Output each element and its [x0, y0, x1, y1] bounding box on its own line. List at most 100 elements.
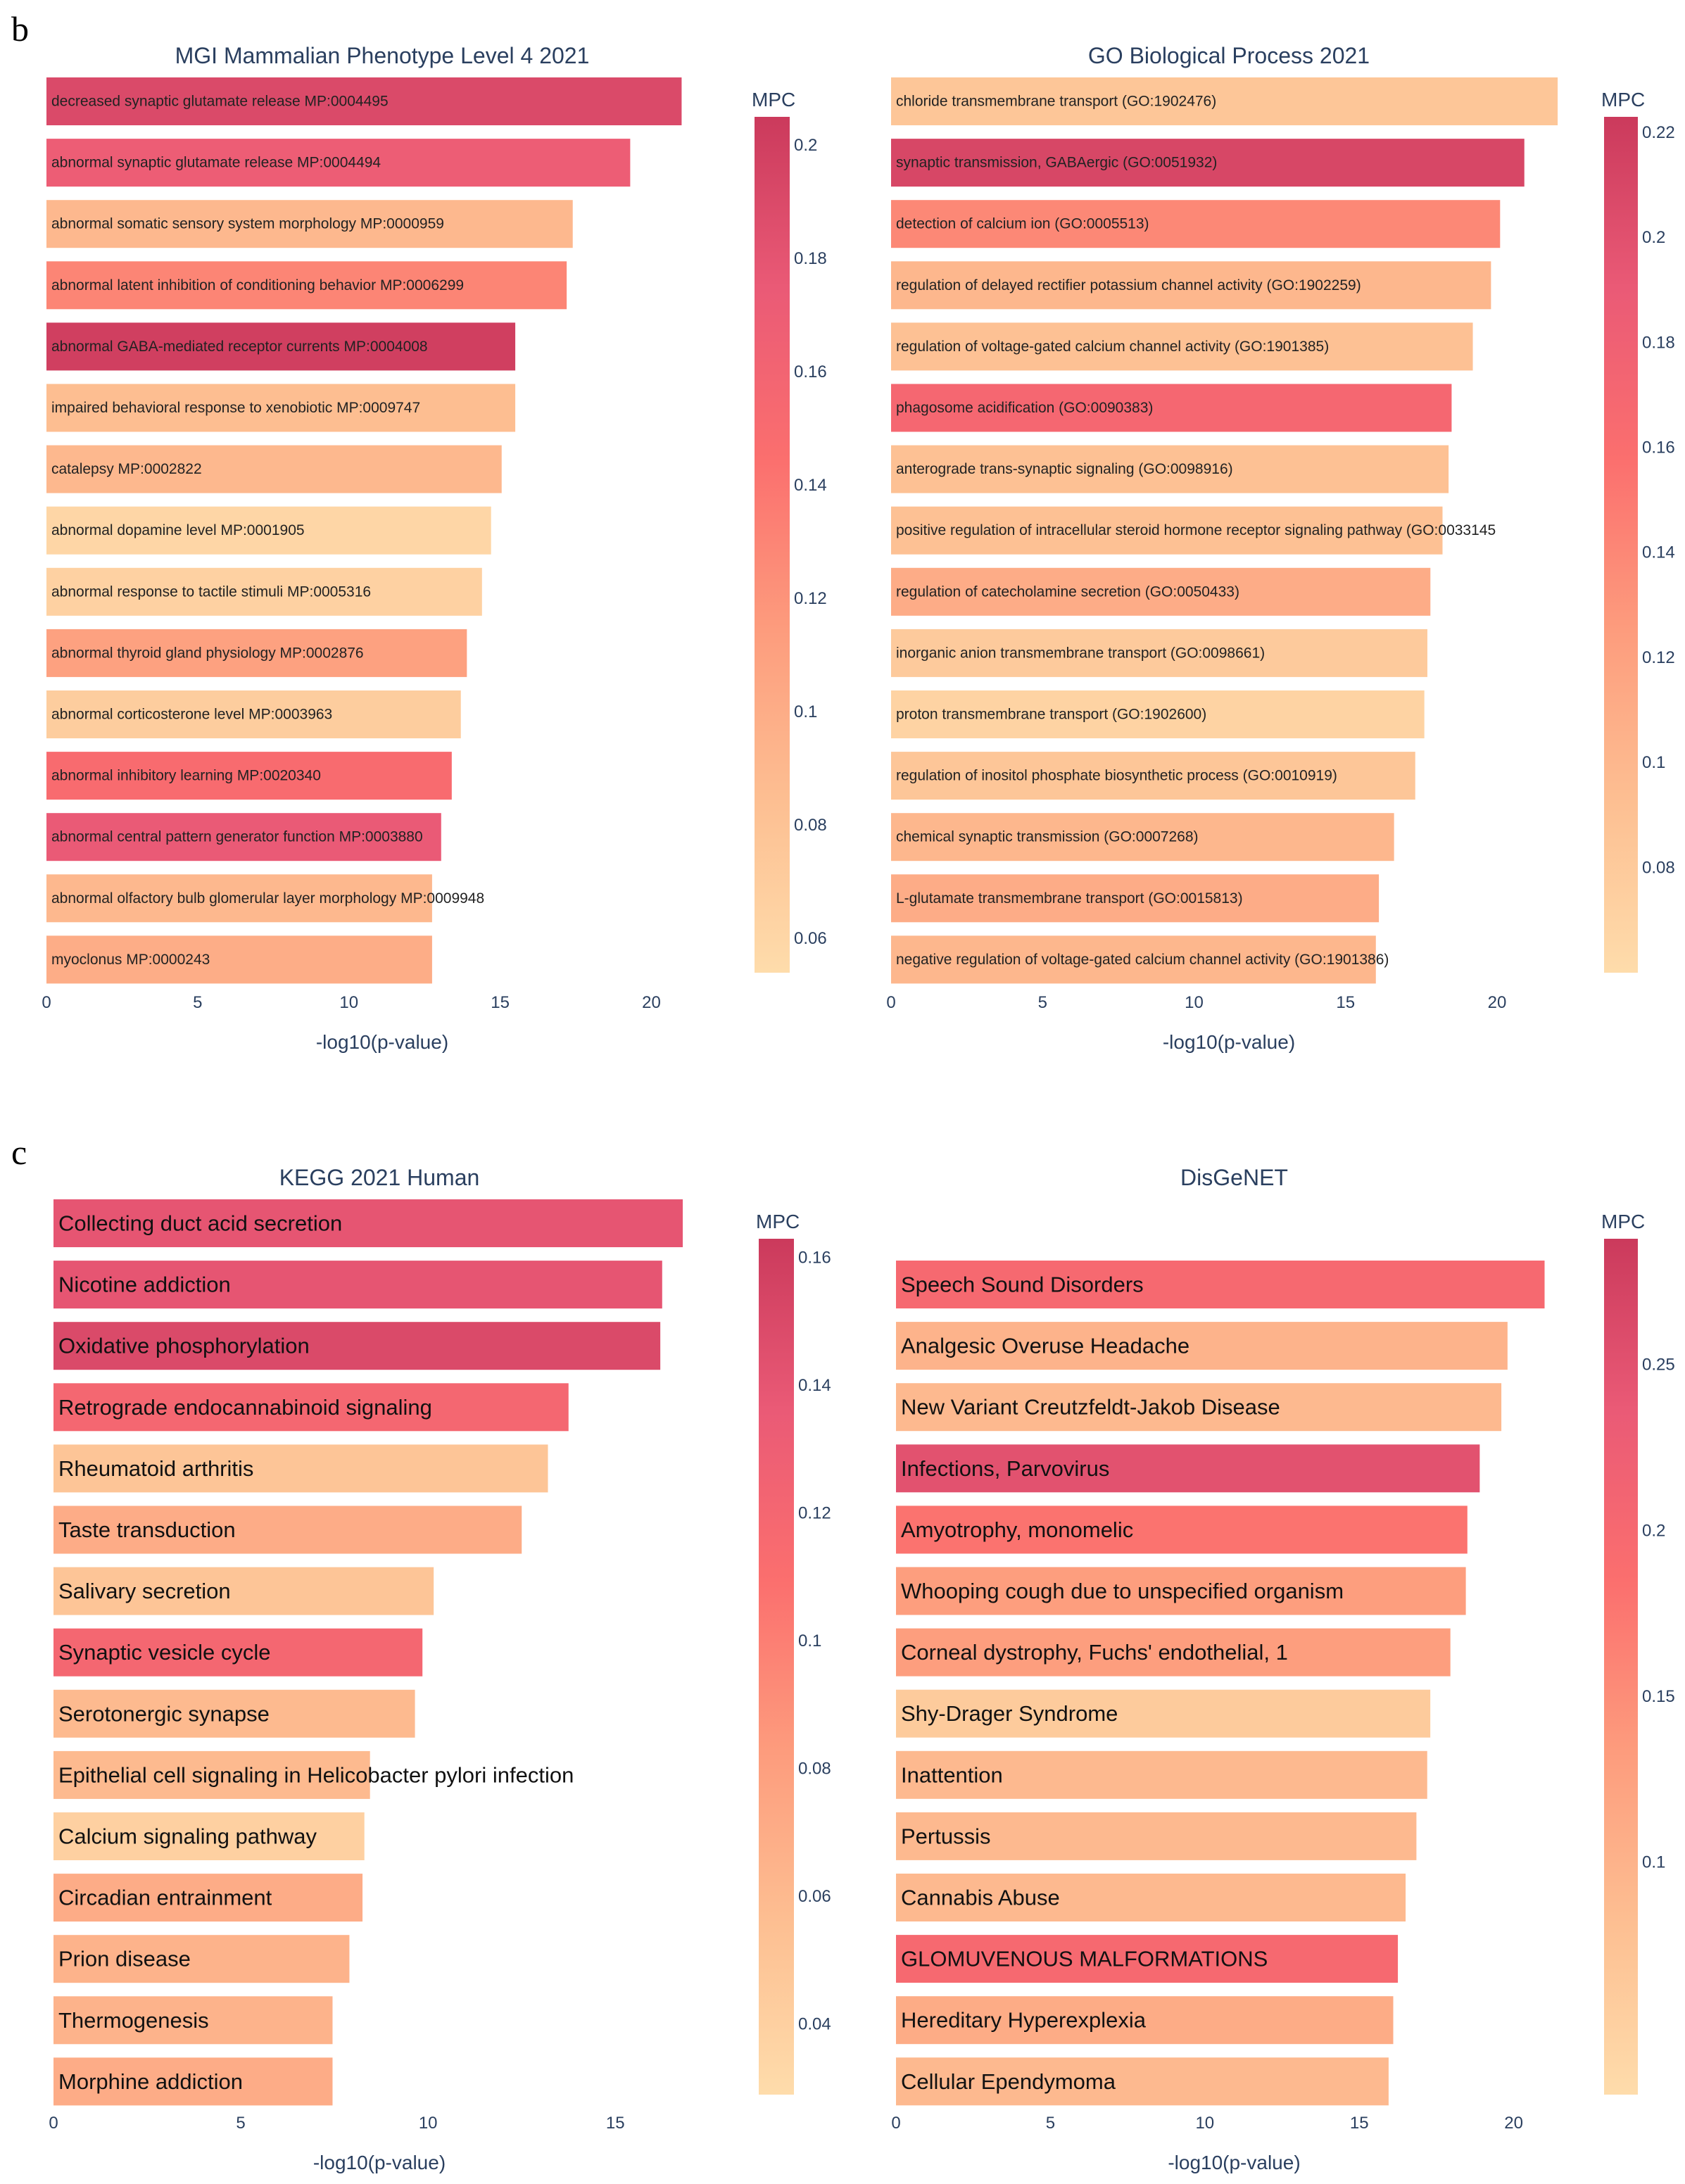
bar-label: detection of calcium ion (GO:0005513) [896, 216, 1149, 232]
chart-title: KEGG 2021 Human [279, 1165, 480, 1190]
bar [896, 1996, 1394, 2045]
bar [891, 752, 1415, 800]
chart-title: DisGeNET [1180, 1165, 1288, 1190]
x-tick-label: 0 [49, 2114, 58, 2133]
colorbar-tick-label: 0.15 [1642, 1687, 1675, 1706]
bar [53, 1567, 434, 1615]
bar-label: regulation of voltage-gated calcium chan… [896, 339, 1329, 355]
x-tick-label: 10 [419, 2114, 438, 2133]
colorbar-tick-label: 0.12 [798, 1504, 831, 1523]
bar-label: abnormal corticosterone level MP:0003963 [51, 707, 332, 723]
colorbar-title: MPC [756, 1211, 800, 1232]
bar-label: abnormal central pattern generator funct… [51, 829, 423, 845]
bar [896, 1935, 1399, 1983]
bar [53, 1261, 662, 1309]
bar-label: Pertussis [901, 1824, 990, 1848]
x-tick-label: 5 [193, 993, 202, 1012]
x-tick-label: 0 [42, 993, 51, 1012]
bar [896, 1444, 1480, 1493]
colorbar-tick-label: 0.14 [794, 476, 827, 495]
bar [53, 1199, 683, 1247]
bar-label: abnormal response to tactile stimuli MP:… [51, 583, 371, 600]
bar-label: Infections, Parvovirus [901, 1456, 1109, 1481]
bar [46, 752, 452, 800]
colorbar-tick-label: 0.1 [798, 1631, 821, 1650]
colorbar-tick-label: 0.18 [794, 249, 827, 268]
bar-label: abnormal inhibitory learning MP:0020340 [51, 768, 321, 784]
colorbar-tick-label: 0.08 [798, 1760, 831, 1779]
x-tick-label: 20 [1488, 993, 1507, 1012]
bar-label: Whooping cough due to unspecified organi… [901, 1579, 1344, 1603]
bar-label: Epithelial cell signaling in Helicobacte… [58, 1762, 574, 1787]
bar [891, 139, 1525, 187]
x-tick-label: 5 [236, 2114, 245, 2133]
bar-label: Shy-Drager Syndrome [901, 1701, 1118, 1726]
bar [891, 384, 1452, 432]
bar-label: Calcium signaling pathway [58, 1824, 317, 1849]
bar [891, 629, 1427, 677]
bar [46, 813, 441, 861]
bar-label: catalepsy MP:0002822 [51, 461, 202, 477]
bar [891, 813, 1394, 861]
bar-label: impaired behavioral response to xenobiot… [51, 400, 420, 416]
bar [53, 1506, 522, 1554]
bar-label: phagosome acidification (GO:0090383) [896, 400, 1153, 416]
colorbar-tick-label: 0.2 [1642, 228, 1665, 247]
colorbar-tick-label: 0.08 [794, 816, 827, 835]
x-tick-label: 20 [1504, 2114, 1523, 2133]
bar [46, 935, 432, 984]
colorbar-tick-label: 0.14 [1642, 543, 1675, 562]
bar [46, 384, 516, 432]
bar-label: abnormal synaptic glutamate release MP:0… [51, 155, 381, 171]
bar-label: anterograde trans-synaptic signaling (GO… [896, 461, 1233, 477]
bar [896, 1567, 1466, 1615]
bar-label: synaptic transmission, GABAergic (GO:005… [896, 155, 1217, 171]
bar [891, 200, 1501, 248]
bar-label: abnormal latent inhibition of conditioni… [51, 277, 464, 293]
x-tick-label: 10 [1185, 993, 1204, 1012]
bar [896, 1506, 1468, 1554]
colorbar-tick-label: 0.12 [794, 589, 827, 608]
colorbar-tick-label: 0.06 [798, 1887, 831, 1906]
colorbar-tick-label: 0.18 [1642, 333, 1675, 352]
bar-label: Hereditary Hyperexplexia [901, 2008, 1147, 2033]
bar-label: negative regulation of voltage-gated cal… [896, 952, 1389, 968]
colorbar [1604, 117, 1638, 973]
bar-label: Morphine addiction [58, 2069, 243, 2094]
colorbar-title: MPC [1601, 1211, 1645, 1232]
x-tick-label: 15 [1336, 993, 1355, 1012]
bar [53, 1444, 548, 1493]
bar [891, 445, 1449, 493]
bar-label: abnormal somatic sensory system morpholo… [51, 216, 444, 232]
colorbar [755, 117, 790, 973]
colorbar-tick-label: 0.12 [1642, 648, 1675, 667]
bar [46, 77, 682, 125]
colorbar-tick-label: 0.06 [794, 929, 827, 948]
bar-label: positive regulation of intracellular ste… [896, 522, 1496, 538]
colorbar-tick-label: 0.25 [1642, 1356, 1675, 1375]
bar-label: Cellular Ependymoma [901, 2069, 1116, 2094]
bar-label: Oxidative phosphorylation [58, 1334, 310, 1358]
bar [53, 2057, 333, 2106]
bar [896, 1812, 1417, 1860]
bar [896, 1874, 1406, 1921]
x-axis-label: -log10(p-value) [1168, 2152, 1300, 2173]
bar [896, 2057, 1389, 2106]
bar [53, 1322, 661, 1370]
bar-label: New Variant Creutzfeldt-Jakob Disease [901, 1395, 1280, 1420]
bar [53, 1935, 350, 1983]
bar-label: chemical synaptic transmission (GO:00072… [896, 829, 1199, 845]
colorbar-tick-label: 0.1 [1642, 753, 1665, 772]
bar-label: regulation of delayed rectifier potassiu… [896, 277, 1361, 293]
x-tick-label: 5 [1038, 993, 1047, 1012]
bar-label: Prion disease [58, 1947, 191, 1971]
colorbar-tick-label: 0.22 [1642, 123, 1675, 142]
bar-label: decreased synaptic glutamate release MP:… [51, 94, 389, 110]
bar [46, 322, 516, 371]
bar-label: regulation of inositol phosphate biosynt… [896, 768, 1337, 784]
bar-label: abnormal olfactory bulb glomerular layer… [51, 890, 484, 907]
x-axis-label: -log10(p-value) [316, 1031, 448, 1053]
bar [46, 139, 631, 187]
bar [46, 629, 467, 677]
